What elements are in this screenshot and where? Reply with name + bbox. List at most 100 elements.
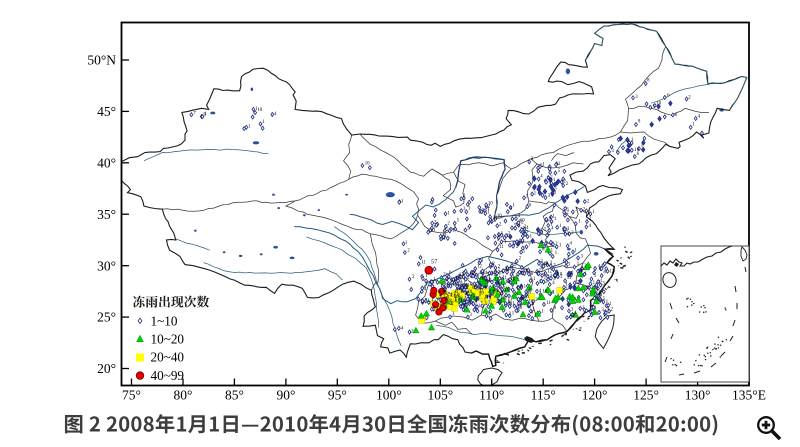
svg-text:5: 5: [203, 113, 206, 118]
svg-text:2: 2: [584, 264, 587, 269]
svg-text:6: 6: [604, 270, 607, 275]
svg-text:10: 10: [500, 296, 505, 301]
svg-text:1: 1: [600, 279, 603, 284]
svg-text:3: 3: [424, 283, 427, 288]
svg-text:1: 1: [491, 220, 494, 225]
svg-text:4: 4: [484, 285, 487, 290]
svg-text:5: 5: [529, 289, 532, 294]
svg-text:105°: 105°: [427, 388, 453, 403]
svg-text:1: 1: [566, 282, 569, 287]
svg-text:3: 3: [438, 290, 441, 295]
svg-text:1: 1: [436, 307, 439, 312]
svg-text:7: 7: [475, 302, 478, 307]
svg-text:2: 2: [516, 244, 519, 249]
svg-text:1: 1: [445, 306, 448, 311]
svg-text:85°: 85°: [225, 388, 244, 403]
svg-text:3: 3: [635, 95, 638, 100]
svg-text:6: 6: [675, 113, 678, 118]
svg-text:7: 7: [519, 306, 522, 311]
svg-text:7: 7: [425, 299, 428, 304]
svg-text:6: 6: [510, 207, 513, 212]
svg-text:1: 1: [498, 286, 501, 291]
svg-text:25°: 25°: [97, 310, 116, 325]
svg-text:4: 4: [444, 282, 447, 287]
svg-text:1: 1: [553, 178, 556, 183]
svg-text:10: 10: [365, 162, 370, 167]
svg-text:3: 3: [453, 293, 456, 298]
svg-text:1: 1: [488, 210, 491, 215]
svg-text:11: 11: [567, 276, 572, 281]
svg-text:1: 1: [539, 280, 542, 285]
svg-text:2: 2: [553, 263, 556, 268]
svg-text:11: 11: [511, 277, 516, 282]
svg-text:1: 1: [534, 192, 537, 197]
svg-text:1: 1: [428, 299, 431, 304]
svg-text:1: 1: [502, 276, 505, 281]
svg-text:1: 1: [462, 289, 465, 294]
svg-text:3: 3: [531, 157, 534, 162]
svg-text:1: 1: [542, 163, 545, 168]
svg-text:12: 12: [507, 300, 512, 305]
svg-text:3: 3: [520, 285, 523, 290]
svg-text:4: 4: [570, 242, 573, 247]
svg-text:1: 1: [425, 274, 428, 279]
svg-text:3: 3: [482, 208, 485, 213]
svg-text:3: 3: [473, 271, 476, 276]
svg-text:3: 3: [550, 261, 553, 266]
svg-text:3: 3: [512, 278, 515, 283]
svg-text:1: 1: [572, 271, 575, 276]
svg-text:1: 1: [468, 207, 471, 212]
svg-text:6: 6: [480, 276, 483, 281]
svg-text:8: 8: [504, 297, 507, 302]
svg-text:10: 10: [596, 294, 601, 299]
svg-text:11: 11: [421, 261, 426, 266]
svg-text:3: 3: [465, 305, 468, 310]
svg-text:4: 4: [539, 289, 542, 294]
svg-text:1: 1: [469, 301, 472, 306]
svg-text:11: 11: [493, 216, 498, 221]
svg-text:1: 1: [458, 274, 461, 279]
svg-text:2: 2: [611, 308, 614, 313]
svg-text:4: 4: [698, 115, 701, 120]
svg-text:4: 4: [549, 216, 552, 221]
svg-text:2: 2: [488, 278, 491, 283]
svg-text:2: 2: [566, 182, 569, 187]
svg-text:1: 1: [550, 274, 553, 279]
svg-text:1: 1: [692, 123, 695, 128]
svg-text:3: 3: [460, 286, 463, 291]
svg-text:1: 1: [452, 229, 455, 234]
svg-text:1: 1: [255, 107, 258, 112]
svg-text:1: 1: [444, 291, 447, 296]
svg-text:2: 2: [407, 248, 410, 253]
svg-text:10: 10: [488, 201, 493, 206]
svg-text:1: 1: [446, 295, 449, 300]
svg-text:10: 10: [469, 272, 474, 277]
svg-text:2: 2: [493, 288, 496, 293]
svg-text:1: 1: [534, 314, 537, 319]
svg-text:1: 1: [609, 302, 612, 307]
svg-text:1: 1: [455, 297, 458, 302]
svg-text:1: 1: [463, 304, 466, 309]
svg-text:90°: 90°: [276, 388, 295, 403]
svg-text:2: 2: [492, 262, 495, 267]
svg-text:1: 1: [460, 299, 463, 304]
svg-text:3: 3: [568, 262, 571, 267]
svg-text:1: 1: [431, 299, 434, 304]
svg-text:1: 1: [581, 269, 584, 274]
svg-text:1: 1: [512, 311, 515, 316]
svg-text:4: 4: [477, 285, 480, 290]
svg-text:12: 12: [477, 265, 482, 270]
svg-text:2: 2: [505, 267, 508, 272]
svg-text:1: 1: [520, 305, 523, 310]
svg-text:4: 4: [532, 302, 535, 307]
svg-text:4: 4: [540, 175, 543, 180]
svg-text:6: 6: [519, 239, 522, 244]
svg-text:11: 11: [498, 282, 503, 287]
svg-text:2: 2: [450, 302, 453, 307]
svg-text:5: 5: [443, 289, 446, 294]
svg-text:7: 7: [509, 268, 512, 273]
svg-text:1: 1: [484, 299, 487, 304]
svg-text:2: 2: [517, 276, 520, 281]
svg-text:1: 1: [447, 295, 450, 300]
svg-text:1: 1: [551, 249, 554, 254]
